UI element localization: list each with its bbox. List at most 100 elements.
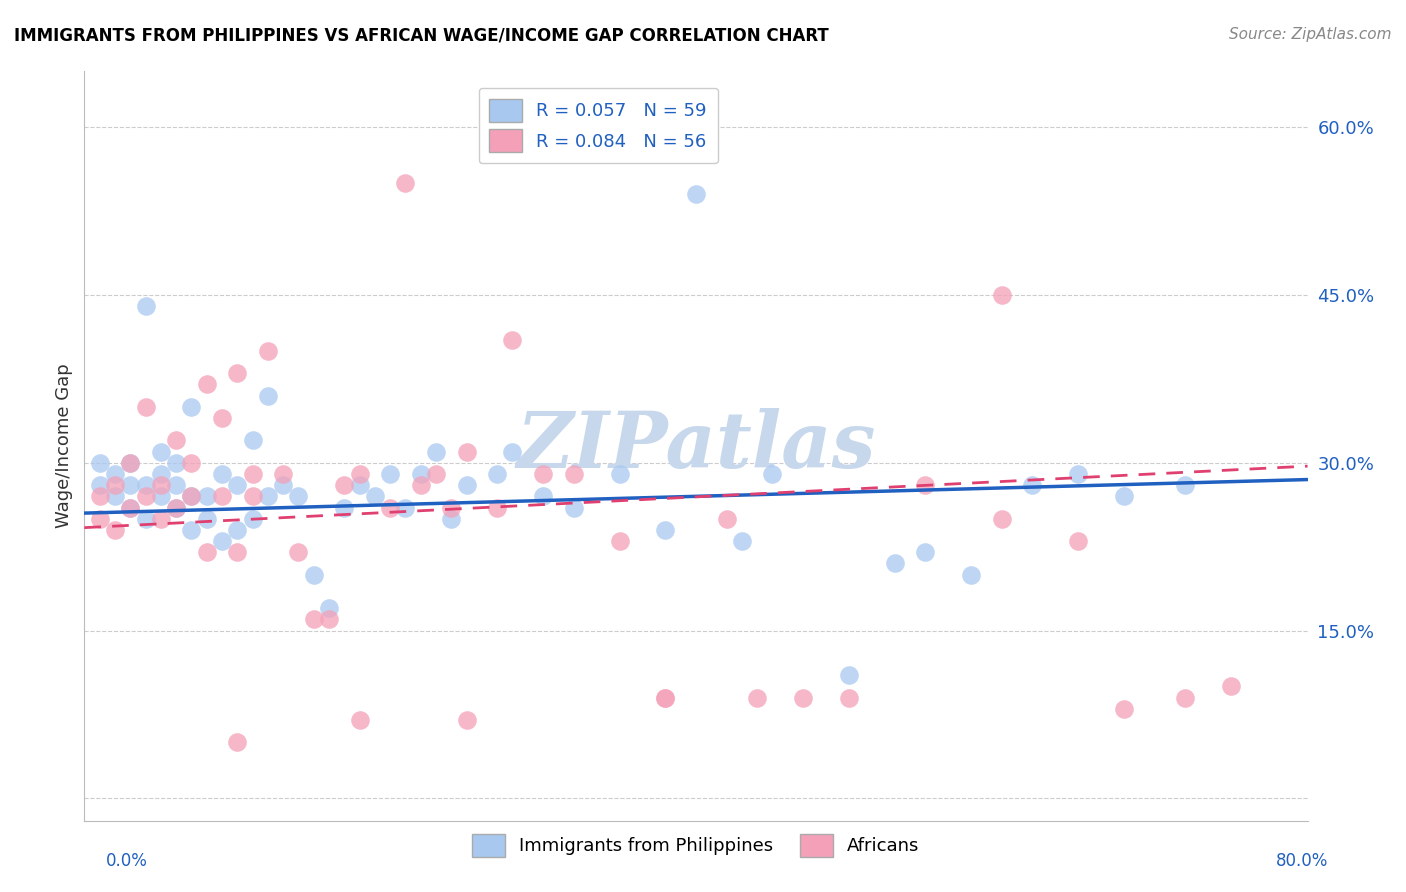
Point bbox=[195, 545, 218, 559]
Point bbox=[226, 523, 249, 537]
Point bbox=[226, 735, 249, 749]
Point bbox=[380, 467, 402, 481]
Point bbox=[135, 511, 157, 525]
Point bbox=[1114, 702, 1136, 716]
Point bbox=[195, 511, 218, 525]
Point bbox=[1220, 680, 1243, 694]
Point bbox=[89, 456, 111, 470]
Point bbox=[257, 343, 280, 358]
Point bbox=[180, 489, 202, 503]
Point bbox=[195, 377, 218, 392]
Point bbox=[562, 467, 585, 481]
Point bbox=[531, 489, 554, 503]
Point bbox=[104, 478, 127, 492]
Point bbox=[456, 478, 478, 492]
Point bbox=[165, 478, 187, 492]
Point bbox=[165, 500, 187, 515]
Point bbox=[1114, 489, 1136, 503]
Point bbox=[287, 545, 309, 559]
Point bbox=[135, 478, 157, 492]
Point bbox=[409, 467, 432, 481]
Point bbox=[302, 567, 325, 582]
Point bbox=[165, 456, 187, 470]
Point bbox=[89, 489, 111, 503]
Point bbox=[991, 511, 1014, 525]
Point bbox=[349, 467, 371, 481]
Point bbox=[89, 511, 111, 525]
Point bbox=[135, 400, 157, 414]
Point bbox=[120, 500, 142, 515]
Point bbox=[654, 523, 676, 537]
Point bbox=[165, 500, 187, 515]
Point bbox=[211, 411, 233, 425]
Text: 0.0%: 0.0% bbox=[105, 852, 148, 870]
Point bbox=[333, 500, 356, 515]
Legend: Immigrants from Philippines, Africans: Immigrants from Philippines, Africans bbox=[465, 826, 927, 864]
Point bbox=[349, 478, 371, 492]
Point bbox=[914, 545, 936, 559]
Text: ZIPatlas: ZIPatlas bbox=[516, 408, 876, 484]
Point bbox=[149, 444, 172, 458]
Point bbox=[104, 489, 127, 503]
Point bbox=[456, 713, 478, 727]
Point bbox=[242, 467, 264, 481]
Point bbox=[89, 478, 111, 492]
Point bbox=[1021, 478, 1043, 492]
Point bbox=[761, 467, 783, 481]
Point bbox=[149, 511, 172, 525]
Point bbox=[380, 500, 402, 515]
Text: IMMIGRANTS FROM PHILIPPINES VS AFRICAN WAGE/INCOME GAP CORRELATION CHART: IMMIGRANTS FROM PHILIPPINES VS AFRICAN W… bbox=[14, 27, 828, 45]
Point bbox=[1067, 467, 1090, 481]
Point bbox=[531, 467, 554, 481]
Point bbox=[838, 668, 860, 682]
Point bbox=[456, 444, 478, 458]
Point bbox=[883, 557, 905, 571]
Point bbox=[440, 500, 463, 515]
Point bbox=[747, 690, 769, 705]
Point bbox=[409, 478, 432, 492]
Point bbox=[211, 467, 233, 481]
Point bbox=[991, 288, 1014, 302]
Point bbox=[654, 690, 676, 705]
Point bbox=[609, 534, 631, 549]
Point bbox=[120, 478, 142, 492]
Point bbox=[502, 333, 524, 347]
Point bbox=[838, 690, 860, 705]
Point bbox=[180, 523, 202, 537]
Point bbox=[716, 511, 738, 525]
Point bbox=[165, 434, 187, 448]
Point bbox=[242, 511, 264, 525]
Point bbox=[257, 489, 280, 503]
Point bbox=[149, 489, 172, 503]
Point bbox=[486, 500, 509, 515]
Point bbox=[394, 176, 416, 190]
Point bbox=[211, 489, 233, 503]
Point bbox=[349, 713, 371, 727]
Point bbox=[1174, 478, 1197, 492]
Point bbox=[104, 467, 127, 481]
Point bbox=[440, 511, 463, 525]
Point bbox=[731, 534, 754, 549]
Point bbox=[914, 478, 936, 492]
Point bbox=[425, 467, 447, 481]
Point bbox=[318, 601, 340, 615]
Point bbox=[502, 444, 524, 458]
Point bbox=[318, 612, 340, 626]
Point bbox=[302, 612, 325, 626]
Point bbox=[654, 690, 676, 705]
Point bbox=[180, 400, 202, 414]
Point bbox=[135, 299, 157, 313]
Point bbox=[425, 444, 447, 458]
Point bbox=[242, 489, 264, 503]
Point bbox=[180, 456, 202, 470]
Point bbox=[195, 489, 218, 503]
Point bbox=[1174, 690, 1197, 705]
Point bbox=[149, 467, 172, 481]
Point bbox=[120, 500, 142, 515]
Point bbox=[226, 545, 249, 559]
Point bbox=[792, 690, 814, 705]
Y-axis label: Wage/Income Gap: Wage/Income Gap bbox=[55, 364, 73, 528]
Point bbox=[364, 489, 387, 503]
Point bbox=[120, 456, 142, 470]
Point bbox=[271, 467, 294, 481]
